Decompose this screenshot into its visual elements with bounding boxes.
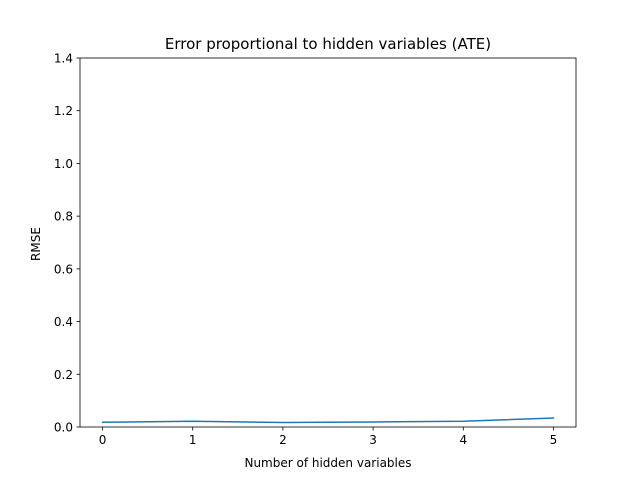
y-tick-label: 0.0 (54, 421, 73, 435)
series-line-0 (101, 417, 555, 424)
x-tick-label: 5 (550, 433, 558, 447)
x-tick-label: 4 (459, 433, 467, 447)
y-tick-label: 1.0 (54, 157, 73, 171)
y-tick-label: 0.8 (54, 210, 73, 224)
y-tick-label: 0.6 (54, 262, 73, 276)
x-tick-label: 2 (279, 433, 287, 447)
x-tick-label: 1 (189, 433, 197, 447)
y-tick-label: 1.4 (54, 52, 73, 66)
y-tick-label: 0.4 (54, 315, 73, 329)
x-axis-label: Number of hidden variables (244, 456, 411, 470)
plot-area: 0 1 2 3 4 5 0.0 0.2 0.4 0.6 0.8 1.0 1.2 1.4 (54, 52, 577, 447)
x-tick-label: 3 (369, 433, 377, 447)
axes-frame (79, 57, 577, 428)
x-tick-label: 0 (99, 433, 107, 447)
y-tick-label: 1.2 (54, 104, 73, 118)
chart-title: Error proportional to hidden variables (… (165, 35, 491, 53)
y-axis-label: RMSE (29, 227, 43, 261)
y-tick-label: 0.2 (54, 368, 73, 382)
